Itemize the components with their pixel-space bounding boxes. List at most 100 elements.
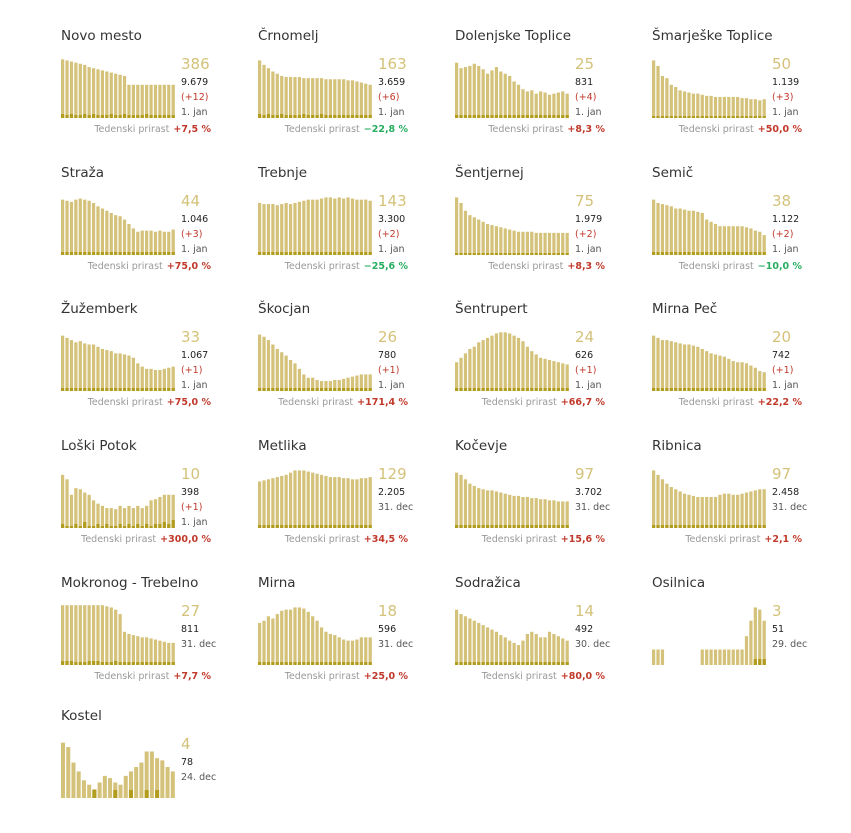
- municipality-card[interactable]: Šentjernej 75 1.979 (+2) 1. jan Tedenski prir…: [455, 165, 645, 290]
- daily-cases-bar: [758, 388, 762, 391]
- municipality-card[interactable]: Kostel 4 78 24. dec: [61, 708, 251, 833]
- active-cases-bar: [705, 95, 709, 118]
- daily-cases-bar: [565, 115, 569, 118]
- daily-cases-bar: [315, 115, 319, 118]
- daily-cases-bar: [561, 525, 565, 528]
- active-cases-bar: [749, 99, 753, 118]
- active-cases-bar: [346, 377, 350, 391]
- bar-chart: [61, 474, 175, 528]
- active-cases-bar: [556, 501, 560, 528]
- active-cases-bar: [315, 199, 319, 255]
- daily-cases-bar: [131, 526, 135, 528]
- daily-cases-bar: [722, 388, 726, 391]
- municipality-card[interactable]: Metlika 129 2.205 31. dec Tedenski prirast +3…: [258, 438, 448, 563]
- total-count: 1.979: [575, 214, 603, 225]
- daily-cases-bar: [158, 388, 162, 391]
- active-cases-bar: [499, 492, 503, 528]
- municipality-card[interactable]: Žužemberk 33 1.067 (+1) 1. jan Tedenski prira…: [61, 301, 251, 426]
- municipality-card[interactable]: Ribnica 97 2.458 31. dec Tedenski prirast +2,…: [652, 438, 842, 563]
- active-cases-bar: [499, 227, 503, 255]
- active-cases-bar: [350, 376, 355, 391]
- municipality-card[interactable]: Šmarješke Toplice 50 1.139 (+3) 1. jan Tedens…: [652, 28, 842, 153]
- daily-cases-bar: [87, 252, 91, 255]
- daily-cases-bar: [364, 525, 368, 528]
- daily-cases-bar: [284, 525, 288, 528]
- municipality-card[interactable]: Mirna 18 596 31. dec Tedenski prirast +25,0 %: [258, 575, 448, 700]
- active-cases-bar: [503, 493, 507, 528]
- active-cases-bar: [512, 230, 516, 255]
- daily-cases-bar: [149, 388, 153, 391]
- daily-cases-bar: [740, 525, 744, 528]
- active-cases-bar: [258, 202, 262, 255]
- active-cases-bar: [700, 649, 704, 665]
- weekly-growth: Tedenski prirast +34,5 %: [285, 534, 408, 545]
- municipality-card[interactable]: Črnomelj 163 3.659 (+6) 1. jan Tedenski prira…: [258, 28, 448, 153]
- municipality-card[interactable]: Trebnje 143 3.300 (+2) 1. jan Tedenski priras…: [258, 165, 448, 290]
- daily-cases-bar: [262, 525, 266, 528]
- active-cases-bar: [167, 367, 171, 391]
- active-cases-bar: [171, 494, 175, 528]
- municipality-card[interactable]: Loški Potok 10 398 (+1) 1. jan Tedenski prira…: [61, 438, 251, 563]
- active-cases-bar: [145, 230, 149, 255]
- last-update-date: 31. dec: [378, 502, 414, 513]
- active-cases-bar: [149, 84, 153, 118]
- active-cases-bar: [368, 84, 372, 118]
- active-count: 129: [378, 465, 407, 483]
- daily-cases-bar: [262, 388, 266, 391]
- daily-cases-bar: [477, 253, 481, 255]
- daily-cases-bar: [100, 115, 105, 118]
- active-cases-bar: [530, 351, 534, 391]
- municipality-card[interactable]: Osilnica 3 51 29. dec: [652, 575, 842, 700]
- active-cases-bar: [740, 362, 744, 391]
- municipality-card[interactable]: Mokronog - Trebelno 27 811 31. dec Tedenski …: [61, 575, 251, 700]
- active-cases-bar: [167, 494, 171, 528]
- municipality-card[interactable]: Straža 44 1.046 (+3) 1. jan Tedenski prirast +…: [61, 165, 251, 290]
- municipality-card[interactable]: Kočevje 97 3.702 31. dec Tedenski prirast +15…: [455, 438, 645, 563]
- active-cases-bar: [499, 332, 503, 391]
- municipality-card[interactable]: Šentrupert 24 626 (+1) 1. jan Tedenski priras…: [455, 301, 645, 426]
- active-cases-bar: [762, 372, 766, 391]
- active-count: 4: [181, 735, 191, 753]
- weekly-growth-label: Tedenski prirast: [481, 671, 557, 682]
- weekly-growth-label: Tedenski prirast: [94, 124, 170, 135]
- active-cases-bar: [262, 480, 266, 528]
- daily-cases-bar: [696, 388, 700, 391]
- active-cases-bar: [516, 645, 521, 665]
- daily-cases-bar: [740, 252, 744, 255]
- active-cases-bar: [709, 353, 713, 391]
- daily-cases-bar: [280, 662, 284, 665]
- active-cases-bar: [736, 494, 740, 528]
- daily-cases-bar: [736, 388, 740, 391]
- active-cases-bar: [324, 381, 328, 391]
- active-cases-bar: [700, 94, 704, 118]
- municipality-card[interactable]: Sodražica 14 492 30. dec Tedenski prirast +80…: [455, 575, 645, 700]
- active-cases-bar: [753, 230, 757, 255]
- municipality-card[interactable]: Škocjan 26 780 (+1) 1. jan Tedenski prirast +1…: [258, 301, 448, 426]
- active-count: 386: [181, 55, 210, 73]
- municipality-card[interactable]: Mirna Peč 20 742 (+1) 1. jan Tedenski prirast…: [652, 301, 842, 426]
- municipality-card[interactable]: Dolenjske Toplice 25 831 (+4) 1. jan Tedenski…: [455, 28, 645, 153]
- daily-cases-bar: [297, 252, 302, 255]
- weekly-growth-label: Tedenski prirast: [87, 261, 163, 272]
- daily-cases-bar: [534, 388, 538, 391]
- daily-cases-bar: [91, 526, 96, 528]
- active-cases-bar: [158, 84, 162, 118]
- active-cases-bar: [346, 478, 350, 528]
- daily-cases-bar: [368, 252, 372, 255]
- bar-chart: [61, 605, 175, 665]
- daily-cases-bar: [722, 252, 726, 255]
- active-cases-bar: [131, 635, 135, 665]
- active-cases-bar: [324, 79, 328, 118]
- daily-cases-bar: [516, 115, 521, 118]
- active-cases-bar: [127, 634, 131, 665]
- active-cases-bar: [288, 77, 293, 118]
- active-count: 20: [772, 328, 792, 346]
- municipality-card[interactable]: Semič 38 1.122 (+2) 1. jan Tedenski prirast −1…: [652, 165, 842, 290]
- daily-cases-bar: [302, 252, 306, 255]
- municipality-card[interactable]: Novo mesto 386 9.679 (+12) 1. jan Tedenski pr…: [61, 28, 251, 153]
- daily-cases-bar: [485, 115, 490, 118]
- weekly-growth: Tedenski prirast +8,3 %: [488, 261, 605, 272]
- active-cases-bar: [333, 79, 337, 118]
- daily-cases-bar: [114, 388, 118, 391]
- daily-cases-bar: [293, 662, 297, 665]
